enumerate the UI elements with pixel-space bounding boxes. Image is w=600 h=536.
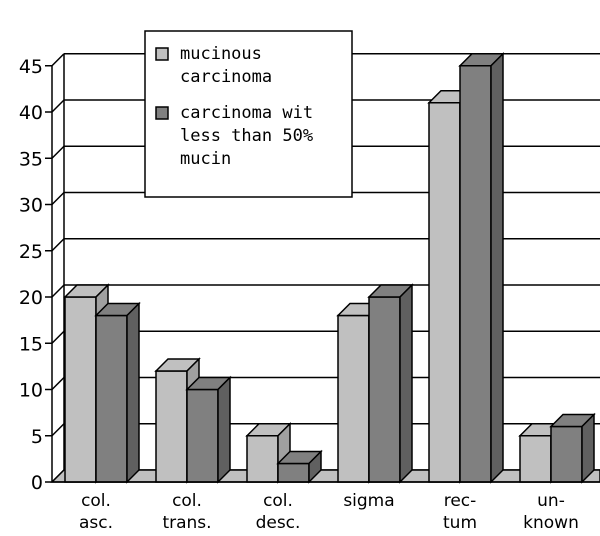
- bar-side: [490, 51, 504, 484]
- bar-front: [277, 462, 310, 483]
- x-category-label: un-known: [523, 491, 579, 533]
- x-category-label: col. desc.: [256, 491, 301, 533]
- bar-side: [308, 449, 322, 484]
- y-tick-label: 0: [31, 472, 43, 494]
- bar: [185, 375, 232, 484]
- y-tick-label: 25: [19, 241, 43, 263]
- bar-side: [581, 412, 595, 484]
- gridline-depth: [51, 53, 65, 67]
- y-tick-label: 10: [19, 380, 43, 402]
- legend-swatch: [155, 106, 169, 120]
- gridline-depth: [51, 423, 65, 437]
- legend-swatch: [155, 47, 169, 61]
- x-category-label: col. asc.: [79, 491, 113, 533]
- bars: [63, 51, 596, 484]
- bar-front: [428, 102, 461, 483]
- x-category-label: sigma: [343, 491, 394, 511]
- y-tick-label: 15: [19, 333, 43, 355]
- bar-side: [126, 301, 140, 484]
- y-tick-label: 40: [19, 102, 43, 124]
- legend: mucinous carcinoma carcinoma wit less than …: [144, 30, 353, 198]
- gridline-depth: [51, 145, 65, 159]
- y-tick-labels: 0 5 10 15 20 25 30 35 40 45: [19, 56, 43, 494]
- bar-front: [95, 314, 128, 483]
- legend-box: [144, 30, 353, 198]
- gridline-depth: [51, 376, 65, 391]
- x-category-labels: col. asc. col. trans. col. desc. sigma rec-tum u…: [79, 491, 579, 533]
- y-tick-label: 5: [31, 426, 43, 448]
- bar-front: [519, 435, 552, 483]
- bar: [276, 449, 323, 484]
- y-tick-label: 20: [19, 287, 43, 309]
- x-category-label: rec-tum: [443, 491, 477, 533]
- gridline-depth: [51, 99, 65, 113]
- y-tick-label: 35: [19, 148, 43, 170]
- gridline-depth: [51, 238, 65, 252]
- y-tick-label: 30: [19, 195, 43, 217]
- bar-side: [399, 283, 413, 484]
- bar-front: [368, 296, 401, 483]
- bar-front: [337, 314, 370, 483]
- bar: [367, 283, 414, 484]
- gridline-depth: [51, 191, 65, 206]
- bar: [94, 301, 141, 484]
- bar-front: [550, 425, 583, 483]
- bar: [458, 51, 505, 484]
- gridline-depth: [51, 330, 65, 344]
- x-category-label: col. trans.: [162, 491, 211, 533]
- legend-label: mucinous carcinoma: [180, 44, 272, 87]
- legend-label: carcinoma wit less than 50% mucin: [180, 103, 313, 169]
- y-tick-label: 45: [19, 56, 43, 78]
- y-axis: [45, 65, 600, 483]
- bar-front: [459, 65, 492, 483]
- bar: [549, 412, 596, 484]
- bar-front: [186, 388, 219, 483]
- gridline-depth: [51, 284, 65, 298]
- bar-side: [217, 375, 231, 484]
- bar-front: [155, 370, 188, 483]
- bar-front: [246, 435, 279, 483]
- bar-front: [64, 296, 97, 483]
